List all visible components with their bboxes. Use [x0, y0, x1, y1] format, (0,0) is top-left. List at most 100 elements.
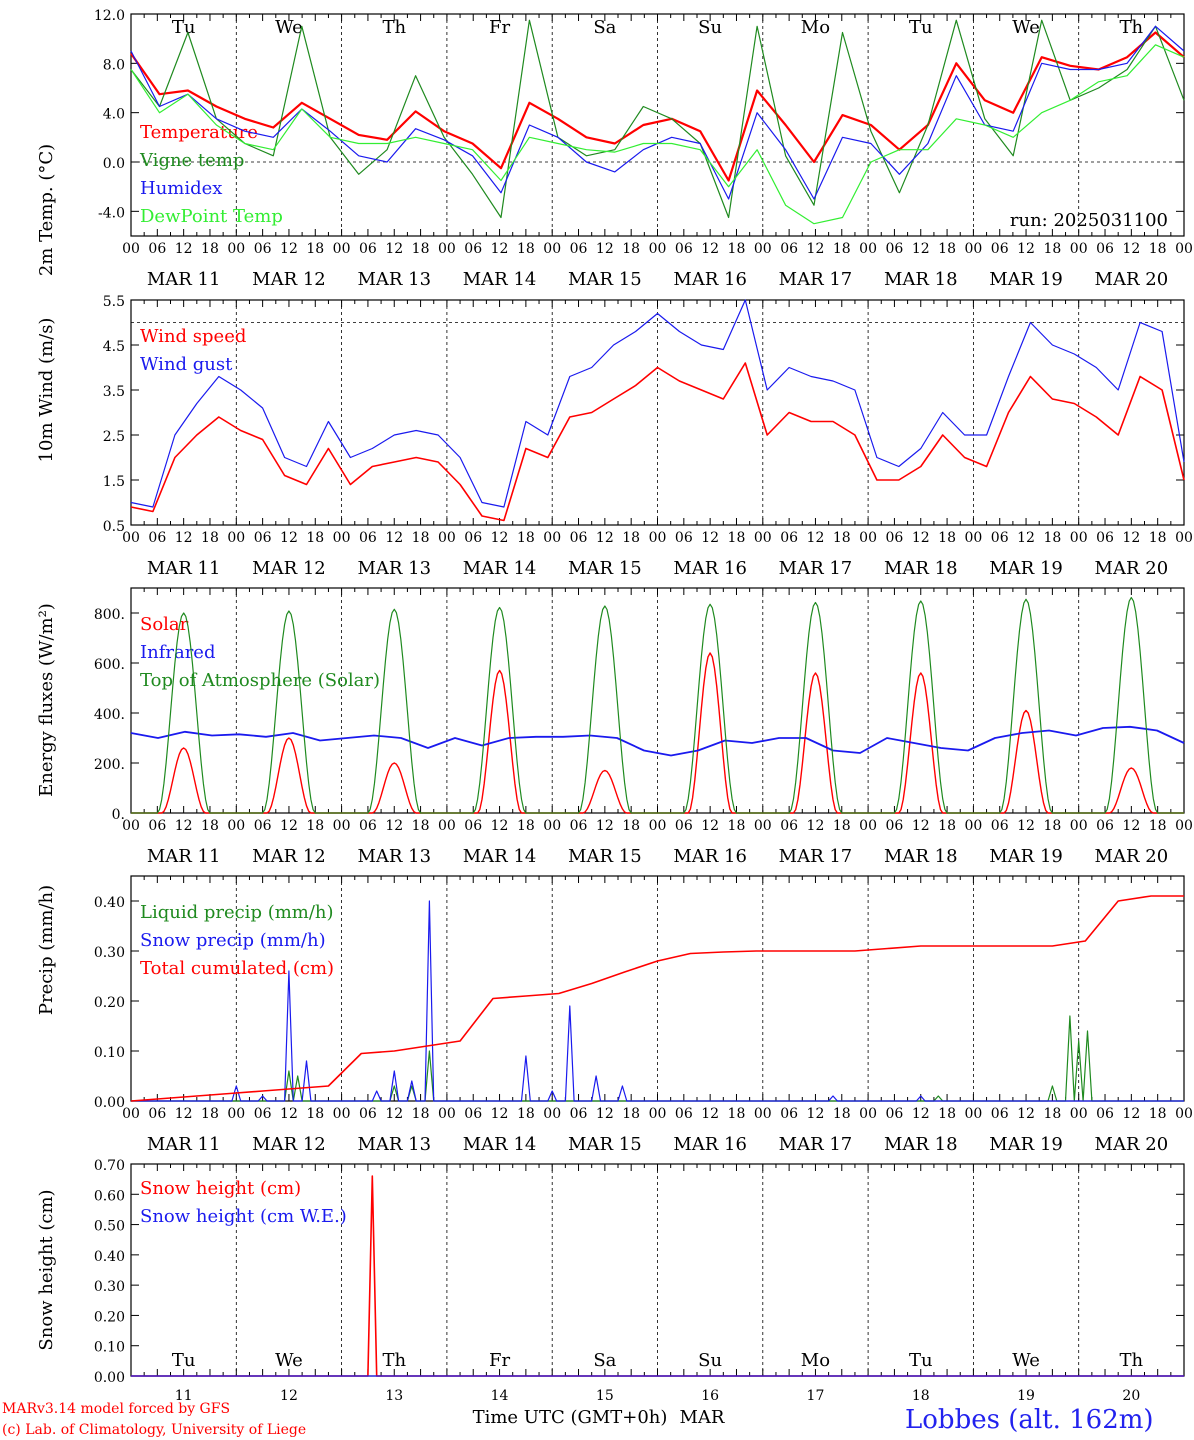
hour-tick-label: 00	[1175, 241, 1193, 257]
y-tick-label: 600.	[94, 657, 125, 673]
y-tick-label: 2.5	[103, 429, 125, 445]
hour-tick-label: 18	[412, 530, 430, 546]
day-number-label: 17	[807, 1388, 825, 1404]
date-label: MAR 16	[673, 269, 747, 290]
hour-tick-label: 00	[754, 1106, 772, 1122]
hour-tick-label: 18	[1043, 818, 1061, 834]
hour-tick-label: 06	[991, 241, 1009, 257]
hour-tick-label: 00	[438, 241, 456, 257]
hour-tick-label: 18	[517, 530, 535, 546]
hour-tick-label: 12	[175, 1106, 193, 1122]
hour-tick-label: 12	[596, 241, 614, 257]
hour-tick-label: 00	[649, 818, 667, 834]
hour-tick-label: 06	[886, 530, 904, 546]
date-label: MAR 16	[673, 846, 747, 867]
hour-tick-label: 06	[991, 1106, 1009, 1122]
y-tick-label: 4.0	[103, 107, 125, 123]
hour-tick-label: 00	[227, 241, 245, 257]
series-line	[130, 31, 1185, 182]
date-label: MAR 16	[673, 558, 747, 579]
x-axis-title: Time UTC (GMT+0h)	[473, 1407, 668, 1428]
date-label: MAR 18	[884, 1134, 958, 1155]
weekday-label: Tu	[172, 1350, 196, 1371]
hour-tick-label: 12	[1017, 241, 1035, 257]
date-label: MAR 13	[357, 558, 431, 579]
weekday-label: Mo	[801, 17, 830, 38]
hour-tick-label: 06	[148, 1106, 166, 1122]
hour-tick-label: 18	[201, 241, 219, 257]
weekday-label: Th	[1120, 17, 1144, 38]
hour-tick-label: 18	[306, 1106, 324, 1122]
hour-tick-label: 12	[912, 1106, 930, 1122]
hour-tick-label: 18	[728, 818, 746, 834]
hour-tick-label: 00	[543, 241, 561, 257]
hour-tick-label: 00	[122, 818, 140, 834]
hour-tick-label: 00	[227, 1106, 245, 1122]
legend-entry: Vigne temp	[139, 150, 244, 171]
hour-tick-label: 12	[807, 1106, 825, 1122]
hour-tick-label: 18	[1149, 1106, 1167, 1122]
hour-tick-label: 12	[596, 530, 614, 546]
legend-entry: Solar	[140, 614, 189, 635]
y-tick-label: 0.	[112, 807, 125, 823]
hour-tick-label: 18	[201, 818, 219, 834]
hour-tick-label: 12	[175, 530, 193, 546]
hour-tick-label: 18	[306, 530, 324, 546]
date-label: MAR 15	[568, 846, 642, 867]
hour-tick-label: 06	[1096, 530, 1114, 546]
hour-tick-label: 00	[754, 241, 772, 257]
y-axis-title: Snow height (cm)	[36, 1189, 57, 1350]
y-tick-label: 0.10	[94, 1045, 125, 1061]
hour-tick-label: 00	[649, 241, 667, 257]
y-tick-label: 0.20	[94, 995, 125, 1011]
hour-tick-label: 06	[1096, 241, 1114, 257]
weekday-label: Th	[1120, 1350, 1144, 1371]
y-tick-label: 3.5	[103, 384, 125, 400]
date-label: MAR 16	[673, 1134, 747, 1155]
y-tick-label: 0.00	[94, 1370, 125, 1386]
weekday-label: Sa	[593, 17, 616, 38]
hour-tick-label: 06	[254, 530, 272, 546]
hour-tick-label: 18	[622, 1106, 640, 1122]
date-label: MAR 19	[989, 1134, 1063, 1155]
hour-tick-label: 18	[938, 818, 956, 834]
weekday-label: Th	[382, 1350, 406, 1371]
date-label: MAR 17	[779, 558, 853, 579]
run-annotation: run: 2025031100	[1010, 210, 1168, 231]
hour-tick-label: 00	[543, 530, 561, 546]
date-label: MAR 14	[463, 558, 537, 579]
hour-tick-label: 06	[675, 241, 693, 257]
y-tick-label: -4.0	[98, 205, 125, 221]
hour-tick-label: 06	[148, 241, 166, 257]
y-axis-title: 2m Temp. (°C)	[36, 144, 57, 276]
hour-tick-label: 06	[359, 241, 377, 257]
hour-tick-label: 00	[964, 241, 982, 257]
y-tick-label: 1.5	[103, 474, 125, 490]
date-label: MAR 20	[1095, 846, 1169, 867]
hour-tick-label: 06	[675, 1106, 693, 1122]
hour-tick-label: 18	[412, 1106, 430, 1122]
hour-tick-label: 00	[333, 241, 351, 257]
date-label: MAR 11	[147, 558, 221, 579]
hour-tick-label: 18	[201, 530, 219, 546]
hour-tick-label: 12	[385, 530, 403, 546]
hour-tick-label: 06	[570, 241, 588, 257]
hour-tick-label: 18	[412, 241, 430, 257]
legend-entry: Temperature	[140, 122, 258, 143]
date-label: MAR 12	[252, 846, 326, 867]
hour-tick-label: 18	[622, 530, 640, 546]
date-label: MAR 18	[884, 269, 958, 290]
hour-tick-label: 06	[1096, 1106, 1114, 1122]
y-tick-label: 8.0	[103, 57, 125, 73]
y-tick-label: 0.40	[94, 1249, 125, 1265]
hour-tick-label: 00	[438, 1106, 456, 1122]
series-line	[130, 19, 1185, 219]
date-label: MAR 13	[357, 1134, 431, 1155]
hour-tick-label: 18	[833, 1106, 851, 1122]
hour-tick-label: 00	[1070, 1106, 1088, 1122]
hour-tick-label: 06	[780, 530, 798, 546]
hour-tick-label: 12	[596, 818, 614, 834]
hour-tick-label: 06	[675, 530, 693, 546]
hour-tick-label: 06	[886, 241, 904, 257]
hour-tick-label: 18	[833, 530, 851, 546]
